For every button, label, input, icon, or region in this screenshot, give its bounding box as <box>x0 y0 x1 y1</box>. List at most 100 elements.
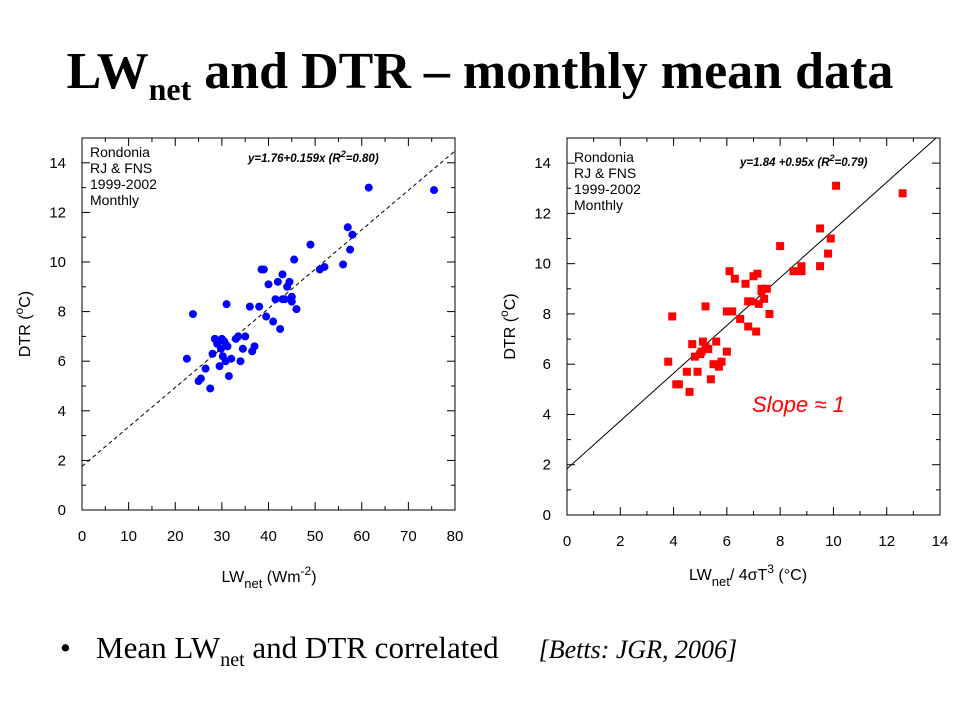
data-point <box>285 277 294 286</box>
data-point <box>730 274 739 283</box>
data-point <box>816 224 825 233</box>
data-point <box>278 270 287 279</box>
data-point <box>222 300 231 309</box>
data-point <box>259 265 268 274</box>
data-point <box>712 337 721 346</box>
data-point <box>264 280 273 289</box>
data-point <box>690 352 699 361</box>
x-tick-label: 10 <box>825 533 842 550</box>
data-point <box>789 267 798 276</box>
data-point <box>430 186 439 195</box>
bullet-text-pre: Mean LW <box>96 630 221 665</box>
bullet-point: • Mean LWnet and DTR correlated [Betts: JG… <box>60 630 737 670</box>
data-point <box>685 387 694 396</box>
data-point <box>245 302 254 311</box>
data-point <box>255 302 264 311</box>
data-point <box>674 380 683 389</box>
data-point <box>201 364 210 373</box>
data-point <box>725 267 734 276</box>
x-axis-label: LWnet (Wm-2) <box>221 564 316 591</box>
data-point <box>238 344 247 353</box>
data-point <box>216 344 225 353</box>
x-tick-label: 14 <box>932 533 949 550</box>
data-point <box>709 360 718 369</box>
info-line: Rondonia <box>90 144 150 160</box>
data-point <box>736 314 745 323</box>
x-tick-label: 6 <box>723 533 731 550</box>
x-tick-label: 40 <box>260 528 277 545</box>
data-point <box>339 260 348 269</box>
data-point <box>290 255 299 264</box>
data-point <box>744 322 753 331</box>
x-tick-label: 2 <box>616 533 624 550</box>
x-tick-label: 4 <box>669 533 677 550</box>
y-tick-label: 2 <box>58 452 66 469</box>
y-tick-label: 2 <box>543 457 551 474</box>
data-point <box>234 332 243 341</box>
y-axis-label: DTR (oC) <box>497 293 519 359</box>
data-point <box>765 309 774 318</box>
x-tick-label: 70 <box>400 528 417 545</box>
x-tick-label: 30 <box>214 528 231 545</box>
data-point <box>343 223 352 232</box>
data-point <box>206 384 215 393</box>
data-point <box>746 297 755 306</box>
data-point <box>816 262 825 271</box>
data-point <box>714 362 723 371</box>
info-line: 1999-2002 <box>574 181 641 197</box>
info-line: Monthly <box>90 192 139 208</box>
x-tick-label: 10 <box>120 528 137 545</box>
data-point <box>754 299 763 308</box>
data-point <box>188 310 197 319</box>
fit-equation: y=1.84 +0.95x (R2=0.79) <box>739 153 868 169</box>
slide-title: LWnet and DTR – monthly mean data <box>0 42 960 105</box>
data-point <box>752 327 761 336</box>
y-tick-label: 6 <box>58 353 66 370</box>
y-tick-label: 4 <box>58 403 66 420</box>
y-tick-label: 12 <box>49 204 66 221</box>
x-tick-label: 80 <box>447 528 464 545</box>
info-line: Rondonia <box>574 149 634 165</box>
x-tick-label: 60 <box>353 528 370 545</box>
data-point <box>728 307 737 316</box>
data-point <box>898 189 907 198</box>
info-line: Monthly <box>574 197 623 213</box>
y-tick-label: 0 <box>58 502 66 519</box>
data-point <box>757 284 766 293</box>
data-point <box>250 342 259 351</box>
data-point <box>704 345 713 354</box>
y-tick-label: 8 <box>58 304 66 321</box>
bullet-text-subscript: net <box>220 649 245 671</box>
data-point <box>760 294 769 303</box>
y-tick-label: 10 <box>49 254 66 271</box>
info-line: RJ & FNS <box>574 165 636 181</box>
title-rest: and DTR – monthly mean data <box>191 43 894 100</box>
data-point <box>273 277 282 286</box>
info-line: RJ & FNS <box>90 160 152 176</box>
data-point <box>797 267 806 276</box>
x-tick-label: 0 <box>78 528 86 545</box>
data-point <box>269 317 278 326</box>
x-tick-label: 8 <box>776 533 784 550</box>
data-point <box>208 349 217 358</box>
data-point <box>196 374 205 383</box>
y-tick-label: 4 <box>543 406 551 423</box>
data-point <box>693 367 702 376</box>
data-point <box>224 372 233 381</box>
data-point <box>697 347 706 356</box>
data-point <box>287 297 296 306</box>
data-point <box>306 240 315 249</box>
y-tick-label: 6 <box>543 356 551 373</box>
data-point <box>292 305 301 314</box>
data-point <box>688 340 697 349</box>
data-point <box>762 284 771 293</box>
data-point <box>682 367 691 376</box>
y-tick-label: 14 <box>534 155 551 172</box>
x-tick-label: 50 <box>307 528 324 545</box>
data-point <box>701 302 710 311</box>
x-tick-label: 0 <box>563 533 571 550</box>
data-point <box>364 183 373 192</box>
data-point <box>262 312 271 321</box>
y-tick-label: 14 <box>49 155 66 172</box>
